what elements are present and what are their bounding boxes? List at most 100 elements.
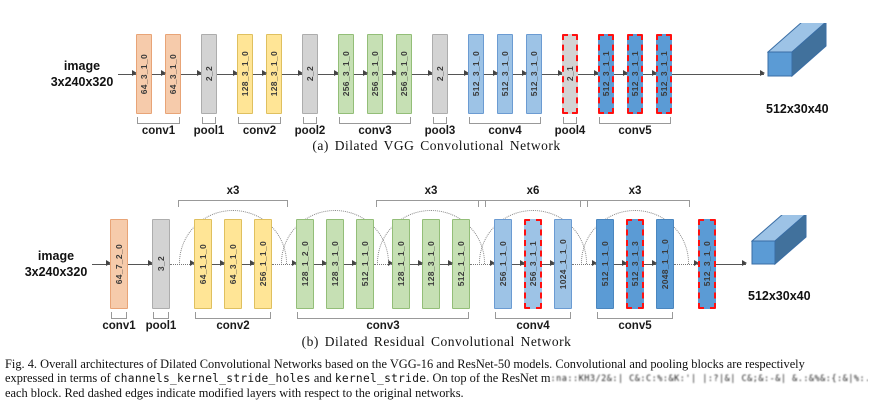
block-64_3_1_0: 64_3_1_0 [136, 34, 152, 114]
group-label-conv1: conv1 [141, 125, 176, 137]
subgroup-row: 2_2 [432, 34, 448, 114]
block-label: 512_1_1_0 [360, 241, 370, 287]
subgroup-row: 512_3_1_0 [698, 219, 716, 309]
blocks-row: 2_2 [302, 34, 318, 114]
blocks-row: 64_7_2_0 [110, 219, 128, 309]
connector-arrow [383, 70, 397, 77]
connector-arrow [92, 260, 111, 267]
subgroup-row: x3 64_1_1_0 64_3_1_0 256_1_1_0 [178, 185, 288, 309]
residual-subgroup: 128_3_1_0 128_3_1_0 [237, 34, 282, 114]
group-bracket [469, 117, 541, 124]
connector-arrow [282, 70, 303, 77]
block-128_3_1_0: 128_3_1_0 [326, 219, 344, 309]
group-conv4: x6 256_1_1_0 256_3_1_1 1024_1_1_0 conv4 [478, 185, 588, 332]
connector-arrow [412, 70, 433, 77]
block-512_3_1_0-modified: 512_3_1_0 [698, 219, 716, 309]
output-tensor: 512x30x40 [766, 22, 829, 116]
block-label: 512_3_1_1 [659, 51, 669, 97]
panel-b-caption: (b) Dilated Residual Convolutional Netwo… [301, 334, 572, 349]
repeat-count-label: x3 [628, 185, 642, 197]
residual-subgroup: x6 256_1_1_0 256_3_1_1 1024_1_1_0 [478, 185, 588, 309]
input-image-label: image 3x240x320 [20, 248, 92, 281]
output-size-label: 512x30x40 [748, 289, 811, 303]
blocks-row: 2_1 [562, 34, 578, 114]
block-label: 256_3_1_0 [370, 51, 380, 97]
group-conv5: 512_3_1_1 512_3_1_1 512_3_1_1 conv5 [598, 34, 672, 137]
group-bracket [153, 312, 169, 319]
group-label-conv1: conv1 [102, 320, 136, 332]
repeat-count-label: x3 [226, 185, 240, 197]
residual-subgroup: 512_3_1_0 512_3_1_0 512_3_1_0 [468, 34, 542, 114]
group-pool2: 2_2 pool2 [295, 34, 325, 137]
subgroup-row: 128_3_1_0 128_3_1_0 [237, 34, 282, 114]
output-tensor-3d-box [751, 215, 807, 266]
residual-subgroup: 2_2 [432, 34, 448, 114]
block-label: 64_3_1_0 [139, 53, 149, 95]
panel-b-diagram: image 3x240x320 64_7_2_0 conv1 3_2 pool1 x3 64_… [0, 185, 873, 336]
connector-arrow [542, 260, 555, 267]
group-conv3: 128_1_2_0 128_3_1_0 512_1_1_0 x3 128_1_1_0 12… [281, 185, 486, 332]
group-label-pool3: pool3 [424, 125, 456, 137]
group-label-conv4: conv4 [516, 320, 550, 332]
group-label-conv2: conv2 [242, 125, 277, 137]
block-label: 1024_1_1_0 [558, 238, 568, 290]
subgroup-row: 256_3_1_0 256_3_1_0 256_3_1_0 [338, 34, 412, 114]
connector-arrow [253, 70, 267, 77]
connector-arrow [578, 70, 599, 77]
group-conv4: 512_3_1_0 512_3_1_0 512_3_1_0 conv4 [468, 34, 542, 137]
figure-caption-line2: expressed in terms of channels_kernel_st… [5, 371, 868, 386]
residual-subgroup: 64_7_2_0 [110, 219, 128, 309]
connector-arrow [672, 70, 765, 77]
input-label-line1: image [63, 58, 101, 73]
block-label: 128_3_1_0 [426, 241, 436, 287]
residual-subgroup: x3 512_1_1_0 512_3_1_3 2048_1_1_0 [580, 185, 690, 309]
block-label: 2_2 [435, 66, 445, 82]
group-label-pool1: pool1 [145, 320, 177, 332]
group-label-pool2: pool2 [294, 125, 326, 137]
residual-subgroup: 512_3_1_1 512_3_1_1 512_3_1_1 [598, 34, 672, 114]
group-pool1: 3_2 pool1 [146, 219, 176, 332]
block-label: 256_3_1_1 [528, 241, 538, 287]
blocks-row: 2_2 [432, 34, 448, 114]
group-label-conv4: conv4 [488, 125, 522, 137]
residual-subgroup: x3 64_1_1_0 64_3_1_0 256_1_1_0 [178, 185, 288, 309]
group-conv1: 64_3_1_0 64_3_1_0 conv1 [136, 34, 181, 137]
caption-garbled-text: :na::KH3/2&:| C&:C:%:&K:'| |:?|&| C&;&:-… [550, 374, 868, 384]
skip-connection-arc [581, 210, 689, 264]
group-bracket [111, 312, 127, 319]
block-label: 2_1 [565, 66, 575, 82]
block-label: 2_2 [305, 66, 315, 82]
blocks-row: 2_2 [201, 34, 217, 114]
block-label: 2_2 [204, 66, 214, 82]
panel-a-caption: (a) Dilated VGG Convolutional Network [312, 138, 561, 153]
block-256_3_1_0: 256_3_1_0 [367, 34, 383, 114]
caption-code-kernel-stride: kernel_stride [334, 372, 427, 385]
group-bracket [303, 117, 317, 124]
blocks-row: 128_3_1_0 128_3_1_0 [237, 34, 282, 114]
block-2_1-modified: 2_1 [562, 34, 578, 114]
block-1024_1_1_0: 1024_1_1_0 [554, 219, 572, 309]
block-512_3_1_0: 512_3_1_0 [468, 34, 484, 114]
block-label: 512_3_1_3 [630, 241, 640, 287]
residual-subgroup: 2_2 [201, 34, 217, 114]
repeat-bracket [580, 200, 690, 207]
block-label: 512_3_1_0 [500, 51, 510, 97]
connector-arrow [152, 70, 166, 77]
block-512_3_1_1-modified: 512_3_1_1 [656, 34, 672, 114]
residual-subgroup: 2_1 [562, 34, 578, 114]
block-label: 512_3_1_0 [529, 51, 539, 97]
group-conv3: 256_3_1_0 256_3_1_0 256_3_1_0 conv3 [338, 34, 412, 137]
group-bracket [137, 117, 180, 124]
block-256_1_1_0: 256_1_1_0 [254, 219, 272, 309]
block-label: 128_3_1_0 [330, 241, 340, 287]
connector-arrow [217, 70, 238, 77]
block-512_3_1_1-modified: 512_3_1_1 [627, 34, 643, 114]
output-size-label: 512x30x40 [766, 101, 829, 116]
group-label-pool1: pool1 [193, 125, 225, 137]
input-image-label: image 3x240x320 [46, 58, 118, 91]
group-label-conv5: conv5 [618, 320, 652, 332]
block-label: 128_1_2_0 [300, 241, 310, 287]
residual-subgroup: 256_3_1_0 256_3_1_0 256_3_1_0 [338, 34, 412, 114]
input-label-line2: 3x240x320 [50, 75, 114, 89]
connector-arrow [410, 260, 423, 267]
